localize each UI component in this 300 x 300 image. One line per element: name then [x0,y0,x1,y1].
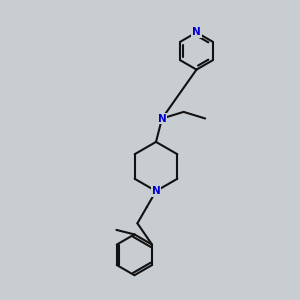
Text: N: N [152,186,160,196]
Text: N: N [192,27,201,38]
Text: N: N [158,113,166,124]
